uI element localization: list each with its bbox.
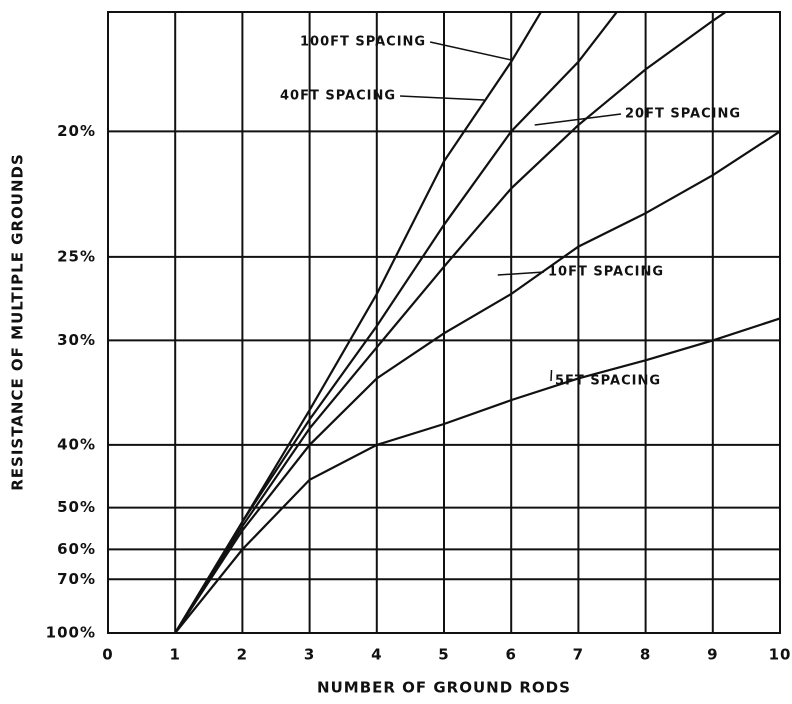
x-tick-label: 4 xyxy=(371,646,382,664)
y-tick-label: 70% xyxy=(57,570,96,588)
series-line xyxy=(175,0,780,633)
series-label: 20FT SPACING xyxy=(625,107,741,122)
plot-area xyxy=(175,0,780,633)
x-tick-label: 7 xyxy=(573,646,584,664)
x-tick-label: 2 xyxy=(237,646,248,664)
x-tick-label: 1 xyxy=(169,646,180,664)
x-tick-label: 8 xyxy=(640,646,651,664)
series-line xyxy=(175,318,780,633)
y-axis-title: RESISTANCE OF MULTIPLE GROUNDS xyxy=(9,153,27,491)
x-tick-label: 3 xyxy=(304,646,315,664)
x-axis-title: NUMBER OF GROUND RODS xyxy=(317,679,571,697)
y-tick-label: 25% xyxy=(57,247,96,265)
y-tick-label: 50% xyxy=(57,498,96,516)
series-line xyxy=(175,0,645,633)
label-leader xyxy=(400,96,484,100)
y-tick-label: 30% xyxy=(57,331,96,349)
label-leader xyxy=(551,370,552,381)
y-tick-label: 60% xyxy=(57,540,96,558)
x-tick-label: 9 xyxy=(707,646,718,664)
chart: NUMBER OF GROUND RODS RESISTANCE OF MULT… xyxy=(0,0,792,700)
x-tick-label: 5 xyxy=(438,646,449,664)
x-tick-label: 0 xyxy=(102,646,113,664)
y-tick-label: 20% xyxy=(57,122,96,140)
label-leader xyxy=(430,42,511,60)
series-label: 5FT SPACING xyxy=(555,374,661,389)
series-label: 10FT SPACING xyxy=(548,265,664,280)
x-tick-label: 6 xyxy=(505,646,516,664)
series-line xyxy=(175,131,780,633)
series-label: 100FT SPACING xyxy=(300,35,426,50)
x-tick-label: 10 xyxy=(769,646,792,664)
y-tick-label: 100% xyxy=(46,624,96,642)
y-tick-label: 40% xyxy=(57,435,96,453)
series-label: 40FT SPACING xyxy=(280,89,396,104)
